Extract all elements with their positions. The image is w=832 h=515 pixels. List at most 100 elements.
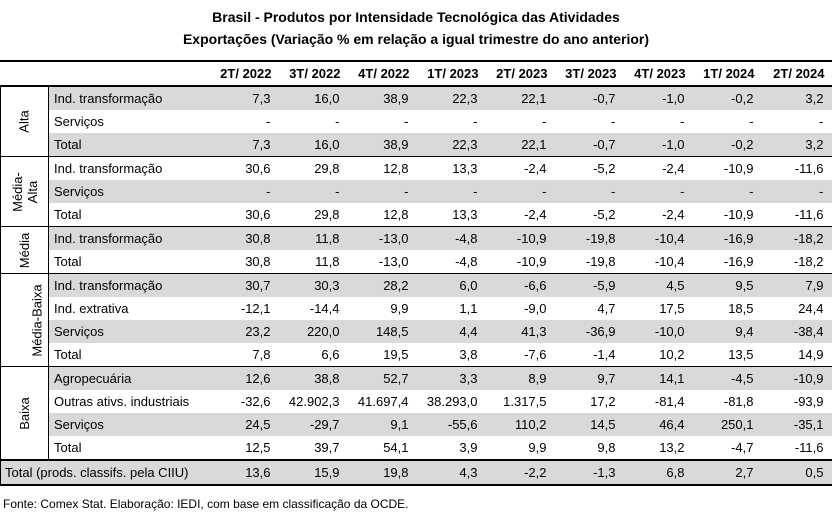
row-label: Serviços — [54, 114, 104, 129]
table-cell: 1,1 — [459, 301, 478, 316]
table-cell: 0,5 — [762, 459, 832, 486]
table-cell: -81,8 — [723, 394, 754, 409]
group-label-text: Média — [16, 232, 32, 268]
table-cell: -1,0 — [624, 133, 694, 157]
table-cell: -6,6 — [486, 273, 556, 297]
table-cell: 17,5 — [659, 301, 685, 316]
table-cell: 38.293,0 — [426, 394, 478, 409]
table-cell: 46,4 — [624, 413, 694, 436]
table-cell: 29,8 — [279, 156, 349, 180]
table-cell: -0,2 — [693, 85, 763, 110]
row-label: Total — [54, 207, 82, 222]
table-cell: - — [611, 114, 616, 129]
table-cell: - — [417, 180, 487, 203]
row-label: Ind. transformação — [48, 273, 212, 297]
table-row: Outras ativs. industriais -32,6 42.902,3 41… — [1, 390, 832, 413]
table-body: Alta Ind. transformação 7,3 16,0 38,9 22,3 22,… — [0, 85, 832, 486]
table-cell: 6,6 — [321, 347, 340, 362]
table-cell: 9,9 — [528, 440, 547, 455]
table-cell: 3,2 — [762, 133, 832, 157]
table-cell: - — [486, 180, 556, 203]
table-cell: -18,2 — [762, 226, 832, 250]
table-cell: 30,8 — [211, 226, 280, 250]
table-cell: -0,7 — [555, 133, 625, 157]
table-cell: 14,5 — [555, 413, 625, 436]
table-cell: 38,8 — [279, 366, 349, 390]
table-cell: 30,6 — [245, 207, 271, 222]
table-row: Alta Ind. transformação 7,3 16,0 38,9 22,3 22,… — [0, 85, 832, 157]
table-subtitle: Exportações (Variação % em relação a igu… — [182, 31, 650, 47]
row-label: Serviços — [48, 320, 212, 343]
table-cell: -10,9 — [486, 226, 556, 250]
table-cell: 7,8 — [252, 347, 271, 362]
table-cell: -19,8 — [585, 254, 616, 269]
table-cell: -81,4 — [654, 394, 685, 409]
table-cell: 16,0 — [279, 133, 349, 157]
table-cell: -2,4 — [486, 156, 556, 180]
row-label: Total — [54, 254, 82, 269]
table-cell: -0,2 — [693, 133, 763, 157]
table-cell: - — [542, 114, 547, 129]
table-row: Total 30,6 29,8 12,8 13,3 -2,4 -5,2 -2,4 -10,9 -1… — [1, 203, 832, 227]
table-cell: -1,4 — [593, 347, 616, 362]
column-header: 2T/ 2023 — [486, 60, 556, 87]
table-cell: 39,7 — [314, 440, 340, 455]
table-cell: 250,1 — [693, 413, 763, 436]
table-cell: -16,9 — [693, 226, 763, 250]
table-cell: -4,5 — [693, 366, 763, 390]
table-cell: 28,2 — [348, 273, 418, 297]
table-cell: 12,5 — [245, 440, 271, 455]
table-cell: 7,9 — [762, 273, 832, 297]
column-header: 4T/ 2022 — [348, 60, 418, 87]
table-cell: -9,0 — [524, 301, 547, 316]
table-cell: 41,3 — [486, 320, 556, 343]
table-cell: 17,2 — [590, 394, 616, 409]
table-cell: - — [335, 114, 340, 129]
table-cell: - — [404, 114, 409, 129]
table-cell: 110,2 — [486, 413, 556, 436]
table-row: Serviços - - - - - - - - - — [1, 110, 832, 133]
table-cell: - — [624, 180, 694, 203]
table-cell: 16,0 — [279, 85, 349, 110]
group-label: Baixa — [0, 366, 49, 460]
table-cell: 22,3 — [417, 133, 487, 157]
table-cell: 24,5 — [211, 413, 280, 436]
table-cell: 30,6 — [211, 156, 280, 180]
table-cell: 22,3 — [417, 85, 487, 110]
table-cell: - — [473, 114, 478, 129]
table-cell: 42.902,3 — [288, 394, 340, 409]
column-header: 3T/ 2022 — [279, 60, 349, 87]
table-cell: -14,4 — [309, 301, 340, 316]
table-cell: -13,0 — [348, 226, 418, 250]
table-cell: -36,9 — [555, 320, 625, 343]
column-header: 1T/ 2024 — [693, 60, 763, 87]
group-label-text: Alta — [17, 110, 32, 133]
table-cell: 24,4 — [798, 301, 824, 316]
row-label: Ind. extrativa — [54, 301, 129, 316]
table-cell: -5,9 — [555, 273, 625, 297]
table-cell: - — [749, 114, 754, 129]
table-cell: 9,9 — [390, 301, 409, 316]
table-cell: 4,7 — [597, 301, 616, 316]
column-header: 2T/ 2024 — [762, 60, 832, 87]
table-cell: - — [211, 180, 280, 203]
table-row: Baixa Agropecuária 12,6 38,8 52,7 3,3 8,9 9,7 14… — [0, 366, 832, 460]
table-cell: -10,9 — [693, 156, 763, 180]
table-cell: -11,6 — [794, 207, 824, 222]
table-cell: 11,8 — [279, 226, 349, 250]
table-row: Média-Baixa Ind. transformação 30,7 30,3 28,… — [0, 273, 832, 367]
table-cell: 13,5 — [728, 347, 754, 362]
table-cell: - — [693, 180, 763, 203]
table-cell: 14,9 — [798, 347, 824, 362]
group-label: Alta — [0, 85, 49, 157]
table-cell: -13,0 — [378, 254, 409, 269]
source-note: Fonte: Comex Stat. Elaboração: IEDI, com… — [3, 497, 409, 511]
row-label: Total — [48, 133, 212, 157]
table-cell: - — [762, 180, 832, 203]
group-label-text: Média- Alta — [10, 172, 40, 212]
row-label: Serviços — [48, 413, 212, 436]
table-cell: 13,3 — [452, 207, 478, 222]
row-label: Ind. transformação — [48, 156, 212, 180]
table-cell: 220,0 — [279, 320, 349, 343]
header-row: 2T/ 2022 3T/ 2022 4T/ 2022 1T/ 2023 2T/ … — [0, 60, 832, 87]
